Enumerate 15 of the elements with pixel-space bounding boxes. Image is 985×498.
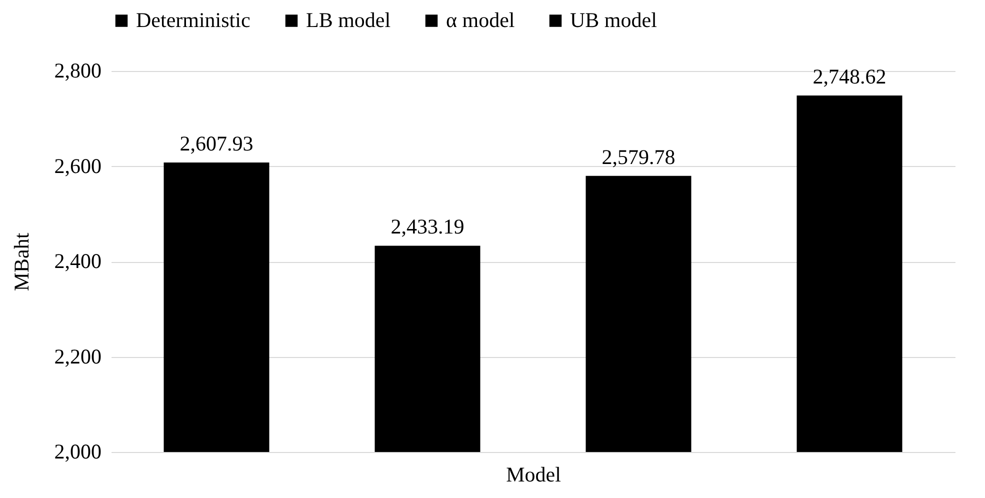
data-label: 2,433.19 [390,214,464,239]
data-label: 2,748.62 [812,64,886,88]
data-label: 2,607.93 [180,131,254,156]
data-label: 2,579.78 [602,144,676,169]
legend-label: LB model [306,8,391,32]
y-tick-label: 2,800 [54,58,102,82]
y-tick-label: 2,200 [54,344,102,368]
legend-label: UB model [570,8,658,32]
legend-label: α model [446,8,515,32]
x-axis-title: Model [506,462,562,486]
y-axis-title: MBaht [9,232,34,292]
y-tick-label: 2,000 [54,440,102,464]
y-tick-label: 2,600 [54,154,102,178]
y-tick-label: 2,400 [54,249,102,273]
legend-label: Deterministic [136,8,250,32]
